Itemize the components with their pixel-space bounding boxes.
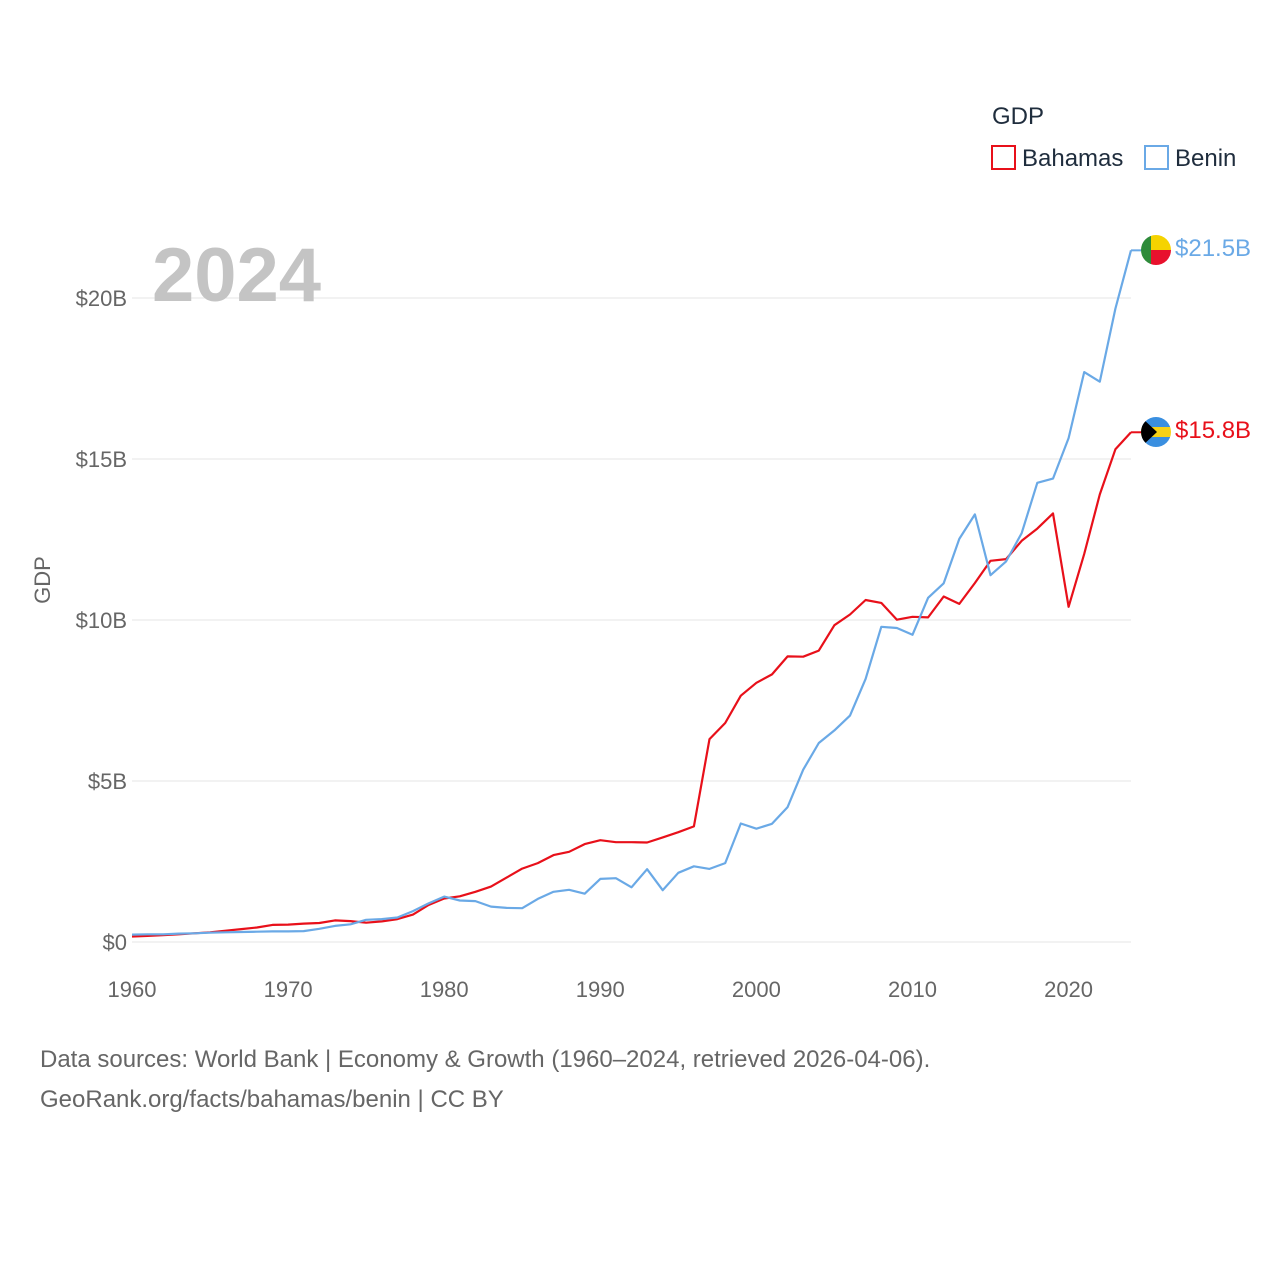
legend-item-benin[interactable]: Benin [1144,145,1236,172]
legend-label-bahamas: Bahamas [1022,145,1123,172]
x-tick-label: 2000 [732,977,781,1002]
x-tick-label: 1960 [108,977,157,1002]
series-line-benin[interactable] [131,250,1133,936]
legend-swatch-bahamas [991,145,1016,170]
y-tick-label: $15B [76,447,127,472]
legend-title: GDP [992,103,1044,130]
x-tick-label: 2020 [1044,977,1093,1002]
end-label-bahamas: $15.8B [1175,417,1251,444]
y-tick-label: $20B [76,286,127,311]
series-line-bahamas[interactable] [131,431,1132,938]
source-line: Data sources: World Bank | Economy & Gro… [40,1046,931,1073]
end-label-benin: $21.5B [1175,235,1251,262]
y-axis-label: GDP [30,556,55,604]
y-tick-label: $0 [103,930,127,955]
x-tick-label: 1970 [264,977,313,1002]
data-source-footer: Data sources: World Bank | Economy & Gro… [40,1040,1240,1120]
x-tick-label: 2010 [888,977,937,1002]
legend-label-benin: Benin [1175,145,1236,172]
y-axis: $0 $5B $10B $15B $20B [76,286,127,955]
x-axis: 1960 1970 1980 1990 2000 2010 2020 [108,977,1094,1002]
bahamas-flag-icon [1141,417,1171,447]
benin-flag-icon [1141,235,1171,265]
legend-swatch-benin [1144,145,1169,170]
y-tick-label: $10B [76,608,127,633]
legend-item-bahamas[interactable]: Bahamas [991,145,1123,172]
attribution-link[interactable]: GeoRank.org/facts/bahamas/benin | CC BY [40,1086,504,1113]
y-tick-label: $5B [88,769,127,794]
legend[interactable]: GDP Bahamas Benin [991,103,1236,172]
series-lines [131,249,1141,938]
gridlines [132,297,1131,943]
x-tick-label: 1980 [420,977,469,1002]
year-label: 2024 [152,233,321,318]
x-tick-label: 1990 [576,977,625,1002]
